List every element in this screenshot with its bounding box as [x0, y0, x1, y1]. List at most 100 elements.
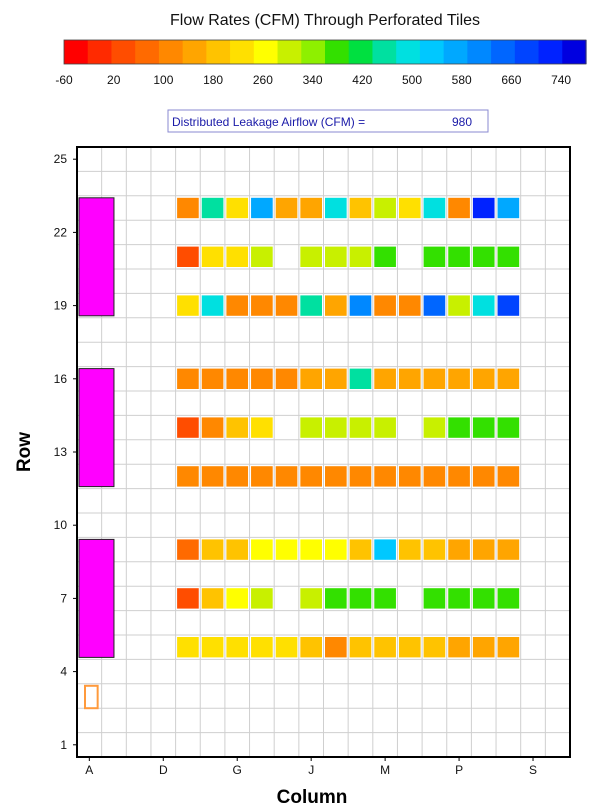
tile-cell [325, 466, 347, 487]
tile-cell [177, 197, 199, 219]
tile-cell [448, 637, 470, 658]
colorbar-segment [538, 40, 563, 64]
tile-cell [398, 295, 421, 316]
tile-cell [325, 539, 347, 560]
tile-cell [201, 539, 224, 560]
colorbar-tick-label: 420 [352, 73, 372, 87]
tile-cell [275, 466, 298, 487]
tile-cell [300, 368, 322, 389]
outlined-tile [84, 684, 99, 710]
tile-cell [423, 637, 446, 658]
tile-cell [251, 466, 273, 487]
tile-cell [275, 637, 298, 658]
tile-cell [226, 368, 249, 389]
tile-cell [177, 539, 199, 560]
tile-cell [300, 417, 322, 438]
tile-cell [300, 246, 322, 267]
tile-cell [374, 417, 396, 438]
colorbar-segment [562, 40, 587, 64]
tile-cell [201, 295, 224, 316]
tile-cell [201, 246, 224, 267]
tile-cell [251, 588, 273, 609]
leakage-airflow-value: 980 [452, 115, 472, 129]
tile-cell [497, 197, 520, 219]
tile-cell [177, 637, 199, 658]
colorbar-segment [419, 40, 445, 64]
tile-cell [349, 197, 372, 219]
tile-cell [300, 197, 322, 219]
tile-cell [300, 637, 322, 658]
tile-cell [472, 588, 495, 609]
colorbar-segment [372, 40, 397, 64]
x-tick-label: D [159, 763, 168, 777]
tile-cell [300, 466, 322, 487]
tile-cell [423, 588, 446, 609]
tile-cell [300, 539, 322, 560]
tile-cell [201, 588, 224, 609]
tile-cell [423, 246, 446, 267]
chart-title: Flow Rates (CFM) Through Perforated Tile… [170, 12, 480, 29]
colorbar-segment [301, 40, 326, 64]
tile-cell [325, 368, 347, 389]
tile-cell [251, 246, 273, 267]
tile-cell [177, 246, 199, 267]
colorbar-segment [158, 40, 184, 64]
tile-cell [251, 417, 273, 438]
tile-cell [497, 539, 520, 560]
x-axis-label: Column [277, 787, 348, 808]
tile-cell [423, 368, 446, 389]
x-tick-label: M [380, 763, 390, 777]
tile-cell [349, 637, 372, 658]
y-tick-label: 10 [54, 518, 68, 532]
x-tick-label: A [85, 763, 93, 777]
tile-cell [423, 197, 446, 219]
tile-cell [374, 197, 396, 219]
colorbar-segment [135, 40, 160, 64]
tile-cell [448, 588, 470, 609]
tile-cell [448, 368, 470, 389]
tile-cell [423, 295, 446, 316]
tile-cell [349, 588, 372, 609]
tile-cell [275, 368, 298, 389]
tile-cell [472, 246, 495, 267]
tile-cell [374, 246, 396, 267]
tile-cell [325, 588, 347, 609]
colorbar-segment [348, 40, 374, 64]
colorbar-segment [467, 40, 492, 64]
tile-cell [251, 539, 273, 560]
y-tick-label: 7 [60, 591, 67, 605]
leakage-airflow-annotation: Distributed Leakage Airflow (CFM) = 980 [167, 109, 489, 133]
tile-cell [497, 588, 520, 609]
tile-cell [226, 637, 249, 658]
tile-cell [398, 368, 421, 389]
colorbar-segment [277, 40, 302, 64]
x-tick-label: J [308, 763, 314, 777]
tile-cell [201, 368, 224, 389]
x-tick-label: G [233, 763, 242, 777]
tile-cell [497, 637, 520, 658]
tile-cell [374, 588, 396, 609]
tile-cell [300, 295, 322, 316]
tile-cell [497, 466, 520, 487]
tile-cell [226, 539, 249, 560]
tile-cell [325, 417, 347, 438]
tile-cell [448, 417, 470, 438]
tile-cell [349, 295, 372, 316]
tile-cell [226, 197, 249, 219]
tile-cell [423, 417, 446, 438]
colorbar-tick-label: 20 [107, 73, 121, 87]
tile-cell [349, 466, 372, 487]
tile-cell [497, 295, 520, 316]
tile-cell [325, 637, 347, 658]
colorbar-segment [230, 40, 255, 64]
colorbar-segment [206, 40, 231, 64]
colorbar-tick-label: 660 [501, 73, 521, 87]
x-tick-label: S [529, 763, 537, 777]
tile-cell [300, 588, 322, 609]
colorbar-segment [491, 40, 516, 64]
plot-grid [76, 146, 571, 758]
y-tick-label: 19 [54, 299, 68, 313]
tile-cell [398, 197, 421, 219]
tile-cell [251, 197, 273, 219]
